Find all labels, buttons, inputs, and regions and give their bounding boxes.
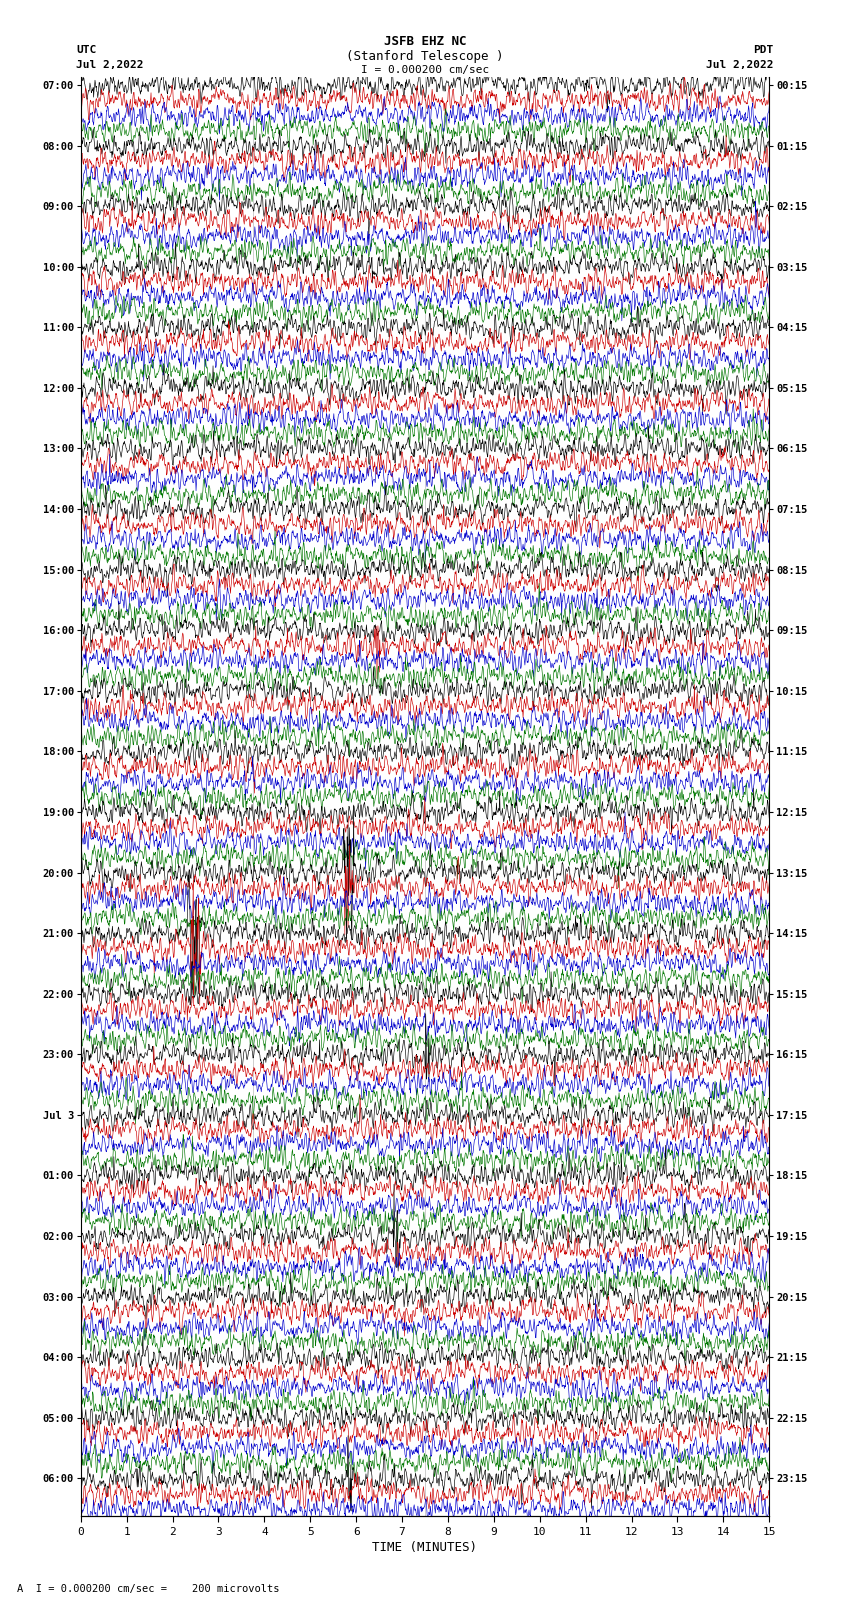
X-axis label: TIME (MINUTES): TIME (MINUTES) — [372, 1540, 478, 1553]
Text: JSFB EHZ NC: JSFB EHZ NC — [383, 35, 467, 48]
Text: I = 0.000200 cm/sec: I = 0.000200 cm/sec — [361, 65, 489, 74]
Text: A  I = 0.000200 cm/sec =    200 microvolts: A I = 0.000200 cm/sec = 200 microvolts — [17, 1584, 280, 1594]
Text: PDT: PDT — [753, 45, 774, 55]
Text: Jul 2,2022: Jul 2,2022 — [76, 60, 144, 69]
Text: Jul 2,2022: Jul 2,2022 — [706, 60, 774, 69]
Text: UTC: UTC — [76, 45, 97, 55]
Text: (Stanford Telescope ): (Stanford Telescope ) — [346, 50, 504, 63]
